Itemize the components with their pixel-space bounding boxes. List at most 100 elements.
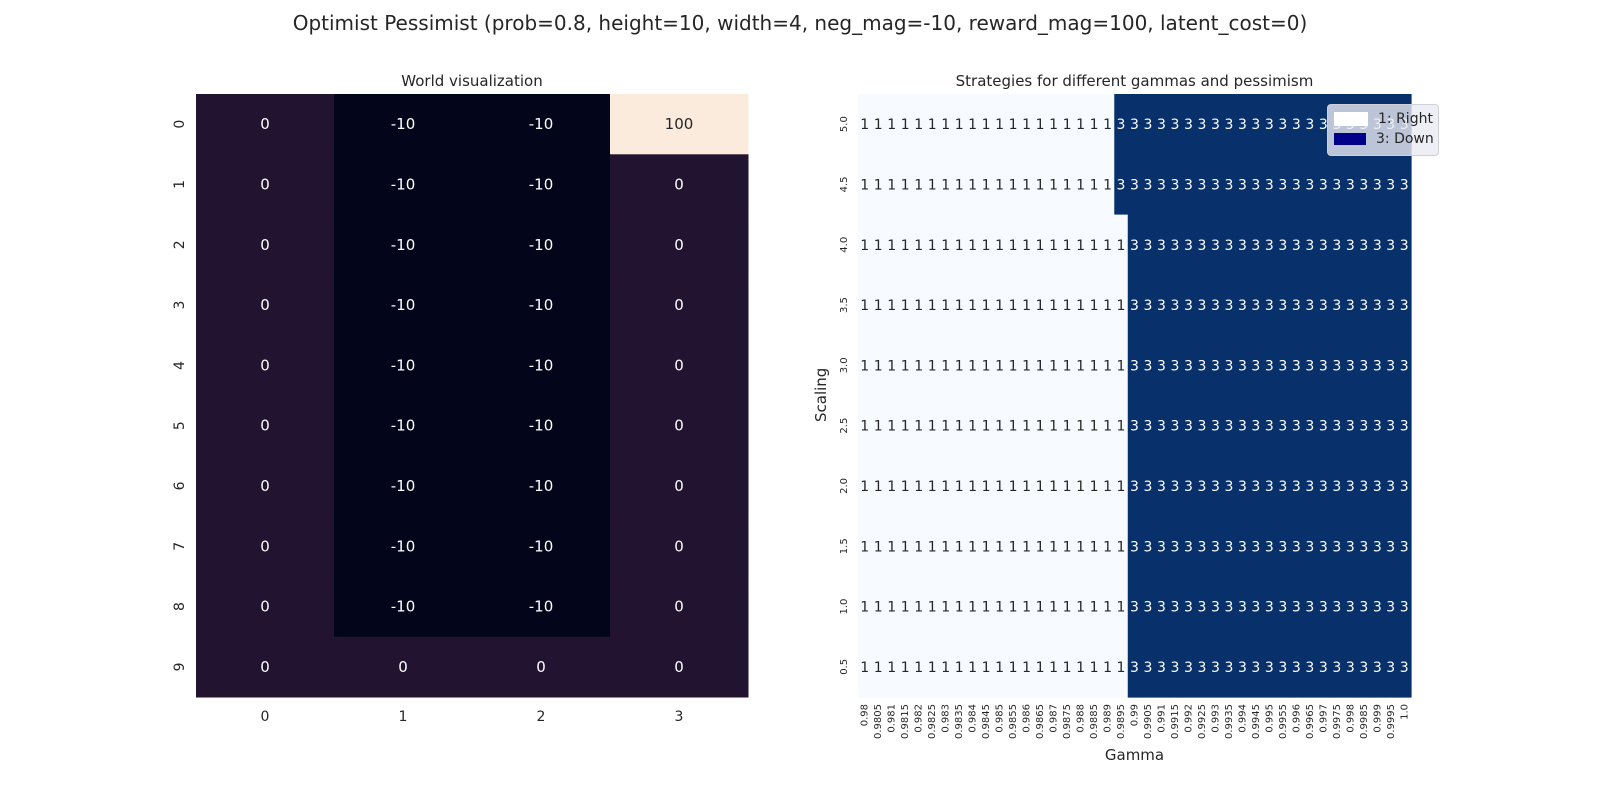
strategy-cell-value: 1 <box>914 238 923 254</box>
strategy-cell-value: 1 <box>1090 177 1099 193</box>
strategy-cell <box>1087 455 1102 517</box>
strategy-cell <box>1357 576 1372 638</box>
strategy-cell-value: 1 <box>928 298 937 314</box>
strategy-cell-value: 1 <box>982 177 991 193</box>
strategy-cell-value: 1 <box>995 177 1004 193</box>
strategy-cell <box>911 576 927 638</box>
world-cell <box>196 94 335 155</box>
strategy-cell-value: 1 <box>901 358 910 374</box>
strategy-cell <box>992 636 1007 698</box>
gamma-tick: 0.994 <box>1237 704 1248 733</box>
strategy-cell-value: 3 <box>1319 660 1328 676</box>
strategy-cell <box>925 636 940 698</box>
strategy-cell <box>1397 395 1412 457</box>
strategy-cell <box>911 455 927 517</box>
strategy-cell <box>1087 154 1102 216</box>
strategy-cell-value: 3 <box>1197 238 1206 254</box>
strategy-cell <box>1087 636 1102 698</box>
strategy-cell <box>1195 335 1210 397</box>
world-y-tick: 3 <box>172 301 188 310</box>
strategy-cell <box>871 214 886 276</box>
strategy-cell <box>1033 516 1048 577</box>
strategy-cell-value: 3 <box>1144 358 1153 374</box>
strategy-cell <box>858 335 873 397</box>
strategy-cell <box>1208 154 1223 216</box>
strategy-cell-value: 3 <box>1373 298 1382 314</box>
strategy-cell-value: 3 <box>1332 419 1341 435</box>
strategy-cell <box>1046 214 1061 276</box>
strategy-cell <box>1060 214 1075 276</box>
strategy-cell <box>911 636 927 698</box>
strategy-cell <box>884 516 900 577</box>
strategy-cell-value: 3 <box>1292 358 1301 374</box>
strategy-cell <box>911 516 927 577</box>
gamma-tick: 0.992 <box>1183 704 1194 733</box>
strategy-cell-value: 3 <box>1224 117 1233 133</box>
strategy-cell <box>952 94 967 155</box>
world-cell <box>334 395 473 457</box>
strategy-cell-value: 3 <box>1171 238 1180 254</box>
strategy-cell <box>1100 214 1115 276</box>
strategy-cell <box>898 94 913 155</box>
gamma-tick: 0.9945 <box>1251 704 1262 739</box>
strategy-cell <box>1235 455 1250 517</box>
world-cell-value: -10 <box>529 598 554 616</box>
strategy-cell-value: 3 <box>1278 358 1287 374</box>
strategy-cell <box>1127 94 1142 155</box>
strategy-cell <box>1235 94 1250 155</box>
world-cell-value: -10 <box>391 477 416 495</box>
strategy-cell-value: 1 <box>874 600 883 616</box>
strategy-cell <box>1181 455 1196 517</box>
strategy-cell <box>1276 516 1291 577</box>
strategy-cell <box>1222 335 1237 397</box>
strategy-cell <box>938 94 954 155</box>
strategy-cell-value: 1 <box>1103 358 1112 374</box>
world-cell-value: 0 <box>260 115 270 133</box>
world-cell <box>610 214 749 276</box>
strategy-cell-value: 1 <box>860 358 869 374</box>
strategy-cell-value: 1 <box>1022 358 1031 374</box>
strategy-cell <box>1114 214 1129 276</box>
strategy-cell-value: 3 <box>1130 358 1139 374</box>
strategy-cell <box>979 455 994 517</box>
strategy-cell-value: 1 <box>860 419 869 435</box>
strategy-cell-value: 3 <box>1305 298 1314 314</box>
gamma-tick: 0.9955 <box>1278 704 1289 739</box>
strategy-cell <box>1370 636 1385 698</box>
strategy-cell-value: 1 <box>1036 177 1045 193</box>
strategy-cell <box>1195 94 1210 155</box>
gamma-tick: 0.983 <box>941 704 952 733</box>
world-cell-value: 0 <box>674 537 684 555</box>
strategy-cell-value: 1 <box>1036 419 1045 435</box>
strategy-cell-value: 3 <box>1400 177 1409 193</box>
strategy-cell <box>925 455 940 517</box>
strategy-cell <box>1181 636 1196 698</box>
strategy-cell-value: 3 <box>1238 298 1247 314</box>
strategy-cell-value: 1 <box>982 479 991 495</box>
strategy-cell <box>1208 335 1223 397</box>
world-cell-value: 0 <box>674 175 684 193</box>
strategy-cell <box>1046 576 1061 638</box>
strategy-cell <box>1154 395 1169 457</box>
strategy-cell <box>898 576 913 638</box>
strategy-cell <box>1384 274 1399 336</box>
strategy-cell <box>965 154 980 216</box>
strategy-cell <box>1006 274 1021 336</box>
world-y-tick: 5 <box>172 421 188 430</box>
world-cell <box>196 455 335 517</box>
gamma-tick: 0.99 <box>1130 704 1141 726</box>
strategy-cell-value: 3 <box>1238 238 1247 254</box>
strategy-cell-value: 1 <box>914 358 923 374</box>
strategy-cell <box>925 576 940 638</box>
gamma-tick: 0.995 <box>1264 704 1275 733</box>
strategy-cell-value: 3 <box>1157 419 1166 435</box>
strategy-cell <box>1127 516 1142 577</box>
strategy-cell <box>1181 395 1196 457</box>
strategy-cell-value: 1 <box>1090 539 1099 555</box>
strategy-cell-value: 3 <box>1346 479 1355 495</box>
strategy-cell <box>1343 335 1358 397</box>
strategy-cell-value: 1 <box>941 358 950 374</box>
strategy-cell <box>871 274 886 336</box>
strategy-cell <box>1181 335 1196 397</box>
strategy-cell <box>1289 214 1304 276</box>
